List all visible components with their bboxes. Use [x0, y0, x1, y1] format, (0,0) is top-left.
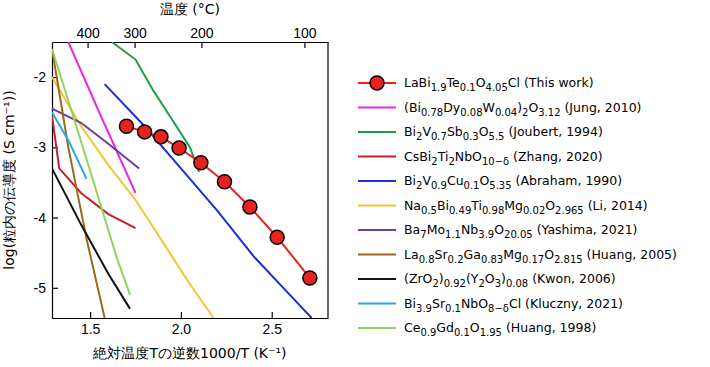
- legend-item: Bi2V0.7Sb0.3O5.5 (Joubert, 1994): [358, 124, 603, 142]
- tick-mark: [304, 42, 305, 48]
- x2-axis: 400 300 200 100: [53, 25, 329, 48]
- legend-item: CsBi2Ti2NbO10−δ (Zhang, 2020): [358, 149, 603, 167]
- legend-item: La0.8Sr0.2Ga0.83Mg0.17O2.815 (Huang, 200…: [358, 247, 677, 265]
- legend-item: Ba7Mo1.1Nb3.9O20.05 (Yashima, 2021): [358, 222, 637, 240]
- legend-item: (Bi0.78Dy0.08W0.04)2O3.12 (Jung, 2010): [358, 100, 641, 118]
- legend: LaBi1.9Te0.1O4.05Cl (This work) (Bi0.78Dy…: [358, 75, 677, 338]
- tick: 100: [293, 25, 317, 48]
- legend-item: Bi3.9Sr0.1NbO8−δCl (Kluczny, 2021): [358, 296, 623, 314]
- x2-axis-title: 温度 (°C): [160, 1, 220, 17]
- series-line: [68, 42, 135, 193]
- tick: -3: [34, 139, 58, 155]
- legend-swatch: [358, 204, 396, 206]
- tick: 200: [190, 25, 214, 48]
- tick-label: -2: [34, 69, 47, 85]
- legend-label: (ZrO2)0.92(Y2O3)0.08 (Kwon, 2006): [404, 271, 616, 289]
- series-line: [52, 49, 130, 295]
- legend-item: Ce0.9Gd0.1O1.95 (Huang, 1998): [358, 320, 596, 338]
- tick: 400: [76, 25, 100, 48]
- series-marker: [303, 271, 317, 285]
- legend-label: CsBi2Ti2NbO10−δ (Zhang, 2020): [404, 149, 603, 167]
- legend-label: Ce0.9Gd0.1O1.95 (Huang, 1998): [404, 320, 596, 338]
- tick-label: 200: [190, 25, 214, 41]
- tick-mark: [272, 312, 273, 318]
- y-axis-title: log(粒内の伝導度 (S cm⁻¹)): [1, 90, 17, 269]
- tick-label: 2.0: [172, 321, 192, 337]
- tick-mark: [52, 288, 58, 289]
- tick-label: 400: [76, 25, 100, 41]
- legend-swatch: [358, 302, 396, 304]
- series-line: [52, 168, 130, 308]
- chart: 1.5 2.0 2.5 400 300 200 100 -5 -4 -3 -2 絶対温度Tの逆数100…: [0, 0, 710, 367]
- x-axis: 1.5 2.0 2.5: [53, 312, 329, 337]
- legend-label: LaBi1.9Te0.1O4.05Cl (This work): [404, 75, 594, 93]
- tick-label: 2.5: [262, 321, 282, 337]
- legend-swatch: [358, 106, 396, 108]
- legend-swatch: [358, 253, 396, 255]
- tick: -5: [34, 280, 58, 296]
- legend-swatch: [358, 327, 396, 329]
- tick-label: 300: [123, 25, 147, 41]
- legend-swatch: [358, 180, 396, 182]
- legend-item: Bi2V0.9Cu0.1O5.35 (Abraham, 1990): [358, 173, 622, 191]
- series-line: [52, 109, 139, 169]
- axis-line: [53, 318, 329, 319]
- tick: 1.5: [81, 312, 101, 337]
- tick-label: 100: [293, 25, 317, 41]
- legend-item: (ZrO2)0.92(Y2O3)0.08 (Kwon, 2006): [358, 271, 616, 289]
- axis-line: [52, 43, 53, 319]
- legend-label: Ba7Mo1.1Nb3.9O20.05 (Yashima, 2021): [404, 222, 637, 240]
- tick-mark: [181, 312, 182, 318]
- legend-label: Bi2V0.9Cu0.1O5.35 (Abraham, 1990): [404, 173, 622, 191]
- tick-mark: [87, 42, 88, 48]
- legend-label: La0.8Sr0.2Ga0.83Mg0.17O2.815 (Huang, 200…: [404, 247, 677, 265]
- tick: 2.0: [172, 312, 192, 337]
- tick-mark: [135, 42, 136, 48]
- legend-item: LaBi1.9Te0.1O4.05Cl (This work): [358, 75, 594, 93]
- tick-label: 1.5: [81, 321, 101, 337]
- series-marker: [119, 119, 133, 133]
- tick: 2.5: [262, 312, 282, 337]
- series-line: [126, 126, 309, 278]
- series-marker: [270, 230, 284, 244]
- tick-label: -3: [34, 139, 47, 155]
- tick-mark: [201, 42, 202, 48]
- series-marker: [172, 141, 186, 155]
- tick: -4: [34, 210, 58, 226]
- tick-label: -4: [34, 210, 47, 226]
- tick-mark: [52, 217, 58, 218]
- legend-swatch: [358, 155, 396, 157]
- legend-label: (Bi0.78Dy0.08W0.04)2O3.12 (Jung, 2010): [404, 100, 641, 118]
- tick-label: -5: [34, 280, 47, 296]
- legend-label: Bi2V0.7Sb0.3O5.5 (Joubert, 1994): [404, 124, 603, 142]
- x-axis-title: 絶対温度Tの逆数1000/T (K⁻¹): [92, 345, 286, 361]
- frame: [327, 42, 328, 318]
- legend-label: Bi3.9Sr0.1NbO8−δCl (Kluczny, 2021): [404, 296, 623, 314]
- legend-item: Na0.5Bi0.49Ti0.98Mg0.02O2.965 (Li, 2014): [358, 198, 648, 216]
- chart-container: 1.5 2.0 2.5 400 300 200 100 -5 -4 -3 -2 絶対温度Tの逆数100…: [0, 0, 710, 367]
- series-marker: [138, 125, 152, 139]
- tick: 300: [123, 25, 147, 48]
- series-marker: [154, 130, 168, 144]
- series-line: [52, 77, 214, 318]
- series-marker: [218, 175, 232, 189]
- legend-label: Na0.5Bi0.49Ti0.98Mg0.02O2.965 (Li, 2014): [404, 198, 648, 216]
- legend-swatch: [358, 229, 396, 231]
- series-marker: [194, 156, 208, 170]
- plot-area: [52, 42, 317, 318]
- legend-swatch: [358, 131, 396, 133]
- series-marker: [243, 200, 257, 214]
- axis-line: [53, 42, 329, 43]
- legend-marker: [370, 76, 384, 90]
- tick-mark: [90, 312, 91, 318]
- y-axis: -5 -4 -3 -2: [34, 43, 58, 319]
- legend-swatch: [358, 278, 396, 280]
